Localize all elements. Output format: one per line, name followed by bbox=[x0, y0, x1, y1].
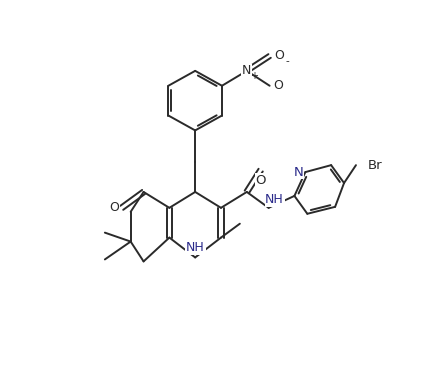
Text: Br: Br bbox=[368, 159, 382, 172]
Text: +: + bbox=[250, 71, 258, 81]
Text: NH: NH bbox=[265, 193, 284, 206]
Text: -: - bbox=[286, 56, 290, 66]
Text: N: N bbox=[242, 64, 251, 77]
Text: O: O bbox=[255, 173, 266, 187]
Text: N: N bbox=[293, 166, 303, 179]
Text: NH: NH bbox=[186, 241, 205, 254]
Text: O: O bbox=[109, 201, 119, 214]
Text: O: O bbox=[275, 49, 284, 62]
Text: O: O bbox=[274, 79, 283, 92]
